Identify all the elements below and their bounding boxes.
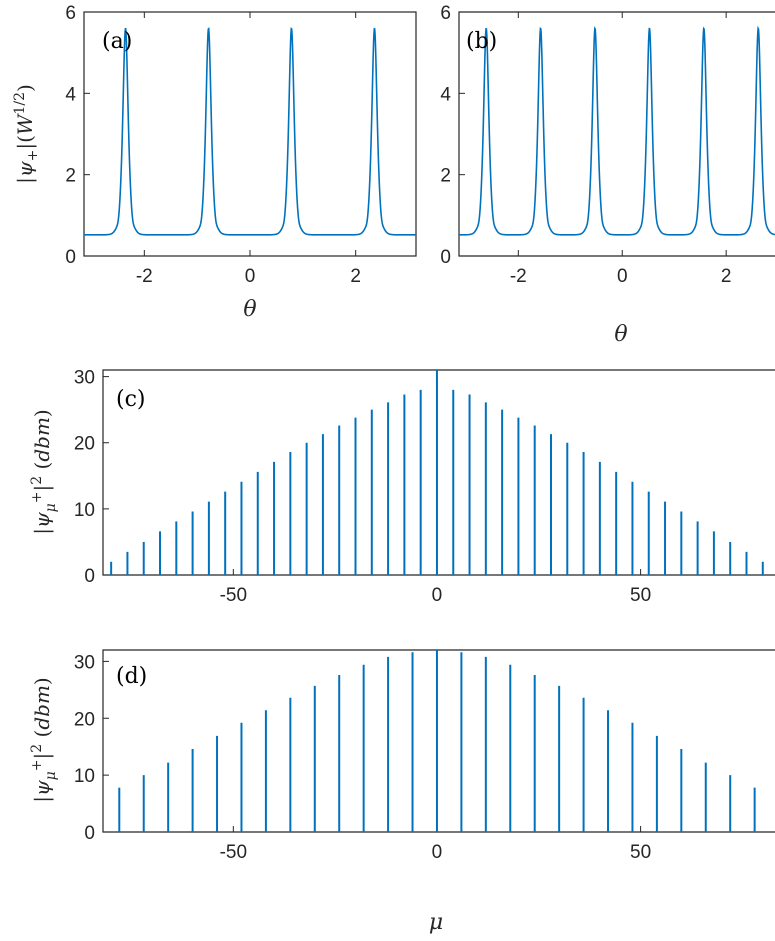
panel-c-ytick-label-20: 20 xyxy=(74,434,95,455)
panel-a-label: (a) xyxy=(102,29,132,54)
panel-d: 0 10 20 30 -50 0 50 (d) |ψμ+|2 (dbm) μ xyxy=(29,649,775,935)
svg-text:|ψμ+|2 (dbm): |ψμ+|2 (dbm) xyxy=(29,409,59,535)
panel-b-frame xyxy=(458,11,775,257)
panel-a-xtick-label--2: -2 xyxy=(136,266,153,287)
panel-c-label: (c) xyxy=(116,387,146,412)
panel-b-xtick-label--2: -2 xyxy=(510,266,527,287)
panel-d-xtick-label-50: 50 xyxy=(630,842,651,863)
panel-a-xtick-label-0: 0 xyxy=(245,266,256,287)
panel-b-ytick-label-2: 2 xyxy=(440,166,451,187)
panel-b: 0 2 4 6 -2 0 2 (b) θ xyxy=(440,3,775,347)
panel-d-xtick-label--50: -50 xyxy=(220,842,247,863)
panel-b-series-line xyxy=(459,25,775,236)
panel-b-ytick-label-4: 4 xyxy=(440,84,451,105)
panel-c-ylabel: |ψμ+|2 (dbm) xyxy=(29,409,59,535)
panel-a-series-line xyxy=(84,27,416,236)
panel-a-ytick-label-2: 2 xyxy=(65,166,76,187)
panel-b-ytick-label-6: 6 xyxy=(440,3,451,24)
panel-c-xtick-label--50: -50 xyxy=(220,585,247,606)
panel-c-ytick-label-0: 0 xyxy=(84,566,95,587)
panel-a-ylabel: |ψ+|(W1/2) xyxy=(12,84,41,184)
panel-d-ytick-label-0: 0 xyxy=(84,823,95,844)
panel-d-ytick-label-20: 20 xyxy=(74,709,95,730)
panel-b-label: (b) xyxy=(466,29,497,54)
svg-text:|ψ+|(W1/2): |ψ+|(W1/2) xyxy=(12,84,41,184)
panel-d-frame xyxy=(102,649,775,833)
panel-d-ytick-label-10: 10 xyxy=(74,766,95,787)
panel-b-xtick-label-0: 0 xyxy=(617,266,628,287)
panel-a-ytick-label-0: 0 xyxy=(65,247,76,268)
panel-a-xtick-label-2: 2 xyxy=(350,266,361,287)
panel-a-ytick-label-6: 6 xyxy=(65,3,76,24)
panel-c: 0 10 20 30 -50 0 50 (c) |ψμ+|2 (dbm) xyxy=(29,368,775,606)
panel-a-ytick-label-4: 4 xyxy=(65,84,76,105)
panel-c-ytick-label-30: 30 xyxy=(74,368,95,389)
panel-c-frame xyxy=(102,369,775,576)
panel-d-xtick-label-0: 0 xyxy=(432,842,443,863)
panel-b-xlabel: θ xyxy=(614,322,627,347)
panel-c-xtick-label-50: 50 xyxy=(630,585,651,606)
panel-d-xlabel: μ xyxy=(429,910,443,935)
panel-d-label: (d) xyxy=(116,664,147,689)
panel-a-frame xyxy=(83,11,417,257)
panel-c-xtick-label-0: 0 xyxy=(432,585,443,606)
panel-d-ylabel: |ψμ+|2 (dbm) xyxy=(29,677,59,803)
panel-a-xlabel: θ xyxy=(243,297,256,322)
panel-b-xtick-label-2: 2 xyxy=(721,266,732,287)
panel-a: 0 2 4 6 -2 0 2 (a) |ψ+|(W1/2) θ xyxy=(12,3,417,322)
panel-d-ytick-label-30: 30 xyxy=(74,652,95,673)
panel-b-ytick-label-0: 0 xyxy=(440,247,451,268)
svg-text:|ψμ+|2 (dbm): |ψμ+|2 (dbm) xyxy=(29,677,59,803)
panel-c-ytick-label-10: 10 xyxy=(74,500,95,521)
